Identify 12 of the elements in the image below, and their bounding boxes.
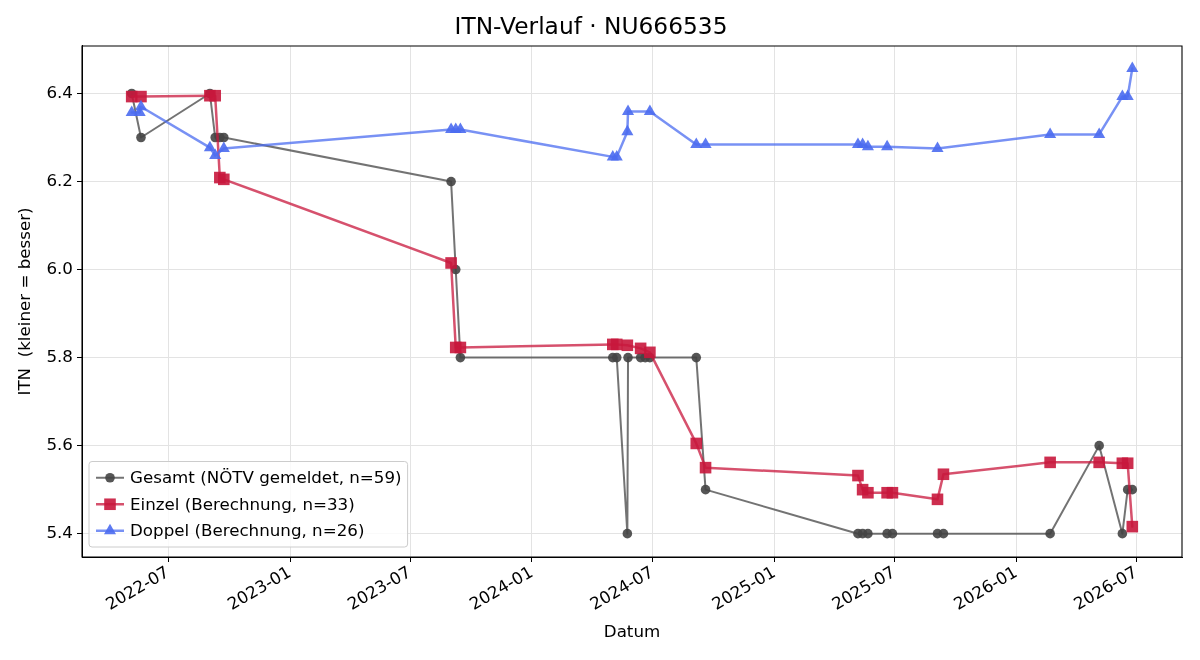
y-tick-label: 6.0 — [46, 257, 73, 278]
y-tick-label: 6.4 — [46, 81, 73, 102]
y-axis-title: ITN (kleiner = besser) — [14, 207, 35, 396]
legend-label: Einzel (Berechnung, n=33) — [130, 493, 355, 514]
y-tick-label: 6.2 — [46, 169, 73, 190]
y-tick-label: 5.6 — [46, 433, 73, 454]
y-tick-label: 5.4 — [46, 522, 73, 543]
chart-title: ITN-Verlauf · NU666535 — [454, 12, 728, 40]
legend-label: Doppel (Berechnung, n=26) — [130, 520, 365, 541]
y-tick-label: 5.8 — [46, 345, 73, 366]
legend-label: Gesamt (NÖTV gemeldet, n=59) — [130, 467, 402, 488]
x-axis-title: Datum — [603, 621, 661, 642]
